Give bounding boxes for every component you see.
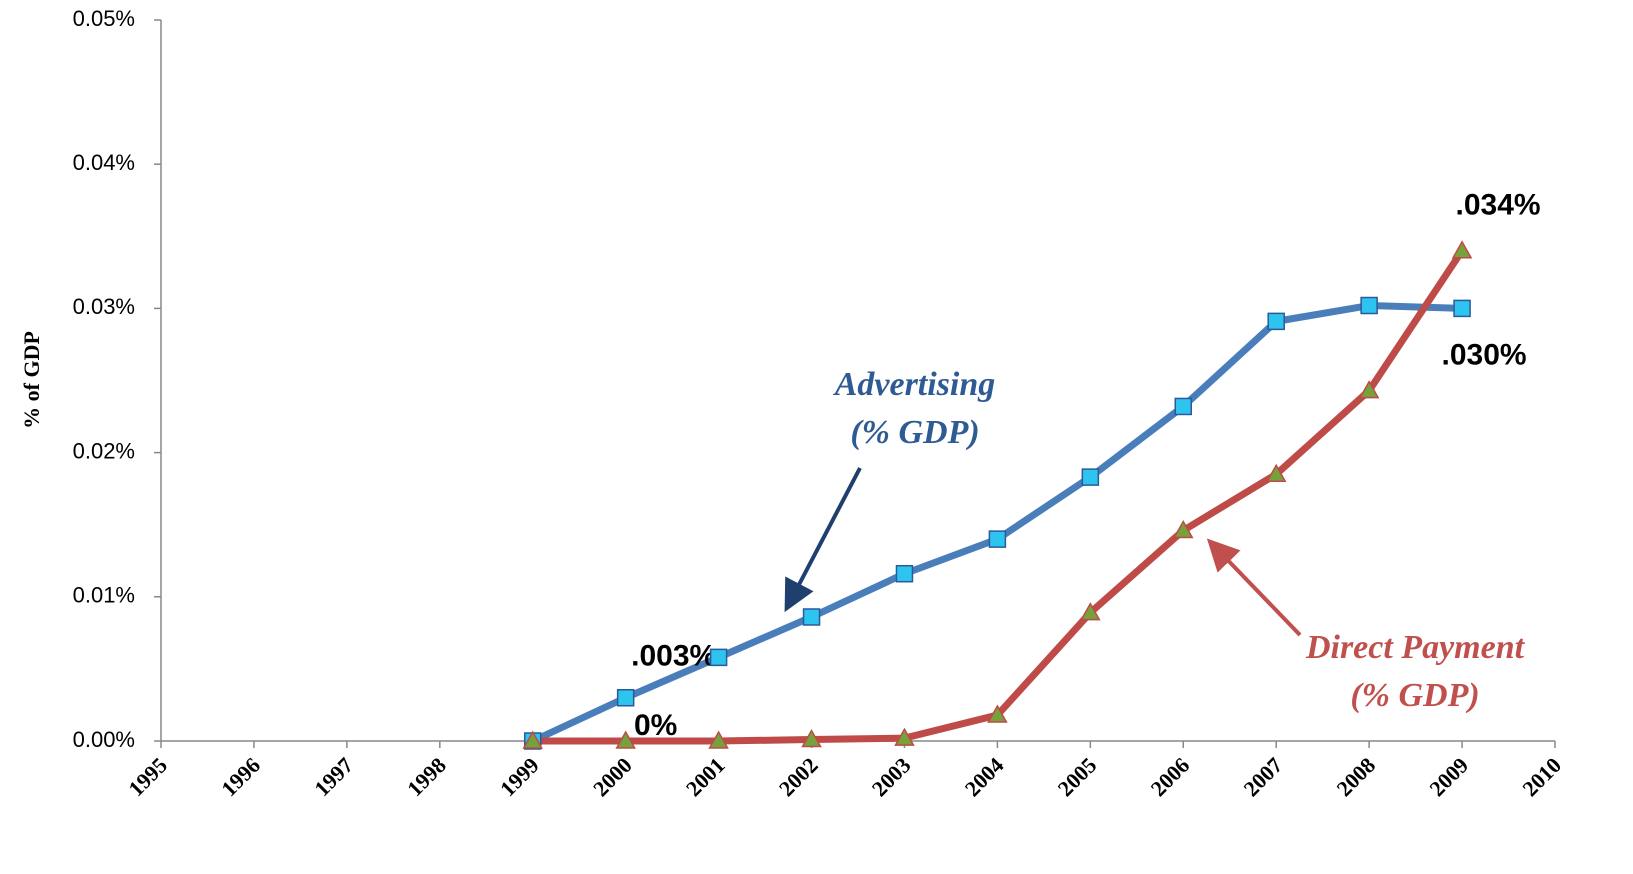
marker <box>1453 299 1471 318</box>
y-tick-label: 0.00% <box>73 727 135 752</box>
marker <box>987 704 1008 723</box>
y-tick-label: 0.03% <box>73 294 135 319</box>
series-line <box>531 302 1463 745</box>
x-tick-label: 1998 <box>402 752 451 801</box>
x-tick-label: 2005 <box>1053 752 1102 801</box>
annotation-arrow <box>1206 538 1302 637</box>
marker <box>615 730 636 749</box>
marker <box>1172 519 1194 539</box>
marker <box>708 730 729 749</box>
marker <box>522 730 544 749</box>
y-tick-label: 0.01% <box>73 583 135 608</box>
x-tick-label: 2004 <box>960 752 1009 801</box>
data-label: .030% <box>1442 338 1527 371</box>
x-tick-label: 2001 <box>681 752 730 801</box>
x-tick-label: 2010 <box>1517 752 1566 801</box>
marker <box>895 564 914 583</box>
annotation: (% GDP) <box>850 414 979 451</box>
marker <box>1081 468 1100 486</box>
y-tick-label: 0.04% <box>73 150 135 175</box>
marker <box>616 688 635 707</box>
x-tick-label: 1999 <box>495 752 544 801</box>
x-tick-label: 2002 <box>774 752 823 801</box>
data-label: 0% <box>634 709 677 742</box>
y-axis-label: % of GDP <box>19 331 44 429</box>
annotation: Advertising <box>833 366 996 403</box>
x-tick-label: 2007 <box>1239 752 1288 801</box>
annotation: Direct Payment <box>1305 629 1526 666</box>
y-tick-label: 0.05% <box>73 6 135 31</box>
marker <box>1174 397 1193 416</box>
marker <box>1451 240 1473 259</box>
annotation-arrow <box>784 467 862 613</box>
marker <box>709 648 728 667</box>
y-tick-label: 0.02% <box>73 438 135 463</box>
x-tick-label: 2000 <box>588 752 637 801</box>
marker <box>1080 602 1101 621</box>
x-tick-label: 2006 <box>1146 752 1195 801</box>
marker <box>802 608 821 626</box>
x-tick-label: 2008 <box>1331 752 1380 801</box>
x-tick-label: 1995 <box>123 752 172 801</box>
data-label: .003% <box>631 640 716 673</box>
x-tick-label: 1996 <box>216 752 265 801</box>
marker <box>894 727 915 746</box>
marker <box>988 530 1007 548</box>
annotation: (% GDP) <box>1350 677 1479 714</box>
marker <box>1265 463 1287 482</box>
x-tick-label: 2003 <box>867 752 916 801</box>
x-tick-label: 1997 <box>309 752 358 801</box>
data-label: .034% <box>1456 189 1541 222</box>
marker <box>1267 312 1285 331</box>
marker <box>801 729 822 748</box>
marker <box>1360 296 1378 315</box>
x-tick-label: 2009 <box>1424 752 1473 801</box>
marker <box>1358 380 1380 399</box>
